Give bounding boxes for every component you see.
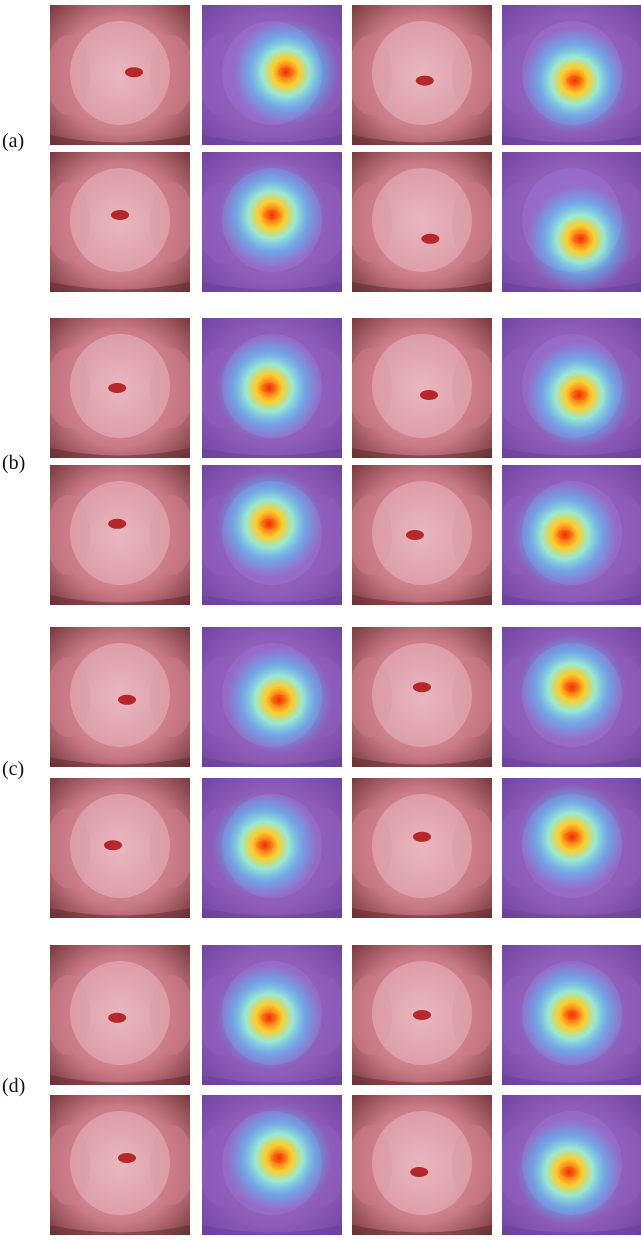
- colposcopy-image: [50, 152, 190, 292]
- colposcopy-image: [50, 1095, 190, 1235]
- colposcopy-image: [50, 465, 190, 605]
- heatmap-overlay-image: [502, 318, 641, 458]
- heatmap-overlay-image: [202, 318, 342, 458]
- colposcopy-image: [50, 945, 190, 1085]
- colposcopy-image: [352, 1095, 492, 1235]
- group-label-a: (a): [2, 130, 25, 152]
- colposcopy-image: [352, 152, 492, 292]
- heatmap-overlay-image: [502, 945, 641, 1085]
- colposcopy-image: [352, 945, 492, 1085]
- colposcopy-image: [50, 318, 190, 458]
- colposcopy-image: [50, 778, 190, 918]
- heatmap-overlay-image: [202, 1095, 342, 1235]
- heatmap-overlay-image: [502, 778, 641, 918]
- heatmap-overlay-image: [502, 1095, 641, 1235]
- colposcopy-image: [352, 627, 492, 767]
- heatmap-overlay-image: [502, 152, 641, 292]
- colposcopy-image: [50, 5, 190, 145]
- heatmap-overlay-image: [202, 778, 342, 918]
- group-label-b: (b): [2, 452, 26, 474]
- heatmap-overlay-image: [202, 465, 342, 605]
- colposcopy-image: [352, 5, 492, 145]
- heatmap-overlay-image: [202, 152, 342, 292]
- colposcopy-image: [352, 318, 492, 458]
- heatmap-overlay-image: [502, 465, 641, 605]
- heatmap-overlay-image: [502, 627, 641, 767]
- group-label-d: (d): [2, 1075, 26, 1097]
- colposcopy-image: [352, 465, 492, 605]
- colposcopy-image: [352, 778, 492, 918]
- heatmap-overlay-image: [502, 5, 641, 145]
- heatmap-overlay-image: [202, 627, 342, 767]
- group-label-c: (c): [2, 758, 25, 780]
- heatmap-overlay-image: [202, 945, 342, 1085]
- heatmap-overlay-image: [202, 5, 342, 145]
- colposcopy-image: [50, 627, 190, 767]
